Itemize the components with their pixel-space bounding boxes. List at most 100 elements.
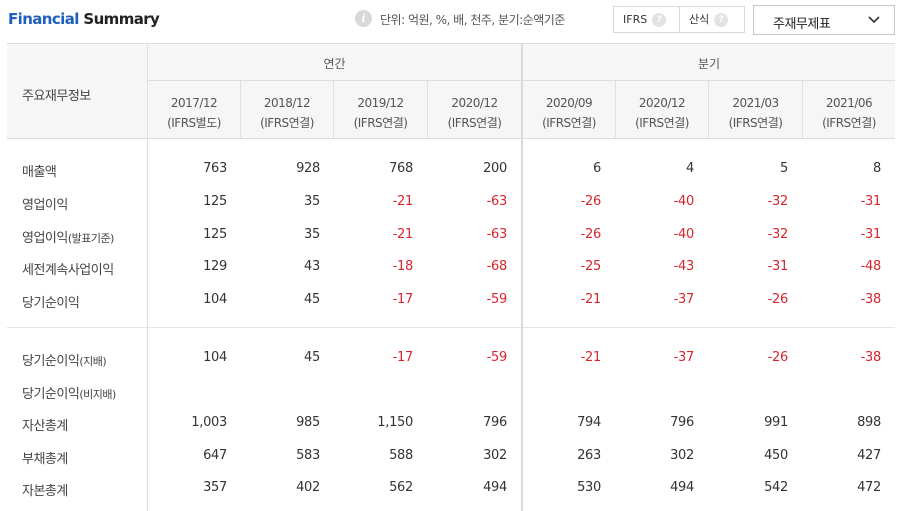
table-cell: 35 — [304, 194, 320, 209]
table-cell: 5 — [780, 161, 788, 176]
table-cell: 763 — [203, 161, 227, 176]
table-cell: 302 — [483, 448, 507, 463]
row-label: 당기순이익(비지배) — [22, 383, 116, 402]
period-basis: (IFRS연결) — [447, 116, 502, 130]
period-date: 2021/03 — [732, 96, 779, 110]
table-cell: -25 — [580, 259, 602, 274]
table-cell: -21 — [580, 350, 602, 365]
table-cell: 768 — [389, 161, 413, 176]
table-cell: 125 — [203, 194, 227, 209]
row-label-main: 매출액 — [22, 165, 57, 180]
period-divider — [802, 80, 803, 138]
table-header-background — [7, 43, 895, 138]
annual-quarter-divider — [521, 43, 523, 511]
row-label: 당기순이익(지배) — [22, 350, 107, 369]
table-cell: 129 — [203, 259, 227, 274]
table-cell: -40 — [673, 194, 695, 209]
row-label: 매출액 — [22, 161, 57, 180]
table-top-border — [7, 43, 895, 44]
section-title: Financial Summary — [8, 10, 160, 28]
table-cell: 796 — [483, 415, 507, 430]
period-header: 2020/12 (IFRS연결) — [616, 93, 708, 133]
annual-group-label: 연간 — [323, 57, 346, 71]
section-divider — [7, 327, 895, 328]
table-cell: -38 — [860, 350, 882, 365]
corner-label: 주요재무정보 — [22, 89, 91, 104]
period-divider — [427, 80, 428, 138]
period-divider — [240, 80, 241, 138]
row-label-main: 부채총계 — [22, 452, 68, 467]
ifrs-button[interactable]: IFRS? — [614, 7, 680, 32]
table-cell: 583 — [296, 448, 320, 463]
table-cell: 1,003 — [191, 415, 227, 430]
help-icon[interactable]: ? — [652, 13, 667, 27]
formula-button[interactable]: 산식? — [680, 7, 744, 32]
table-cell: -26 — [767, 292, 789, 307]
table-cell: 263 — [577, 448, 601, 463]
table-cell: 985 — [296, 415, 320, 430]
title-financial: Financial — [8, 10, 79, 28]
table-cell: 472 — [857, 480, 881, 495]
table-cell: -17 — [392, 350, 414, 365]
statement-type-select[interactable]: 주재무제표 — [753, 5, 895, 35]
table-cell: 45 — [304, 292, 320, 307]
table-cell: 125 — [203, 227, 227, 242]
period-basis: (IFRS연결) — [542, 116, 596, 130]
table-cell: 928 — [296, 161, 320, 176]
table-cell: -40 — [673, 227, 695, 242]
row-label: 자산총계 — [22, 415, 68, 434]
period-header: 2021/03 (IFRS연결) — [709, 93, 802, 133]
row-label-main: 자산총계 — [22, 419, 68, 434]
table-cell: 796 — [670, 415, 694, 430]
label-column-divider — [147, 43, 148, 511]
ifrs-button-label: IFRS — [623, 13, 648, 26]
row-label: 세전계속사업이익 — [22, 259, 114, 278]
table-cell: -21 — [392, 227, 414, 242]
summary-header: Financial Summary i 단위: 억원, %, 배, 천주, 분기… — [0, 0, 900, 40]
table-cell: -32 — [767, 227, 789, 242]
period-divider — [708, 80, 709, 138]
table-cell: 647 — [203, 448, 227, 463]
table-cell: -26 — [580, 227, 602, 242]
period-header: 2020/09 (IFRS연결) — [523, 93, 615, 133]
table-cell: -18 — [392, 259, 414, 274]
table-cell: -59 — [486, 350, 508, 365]
table-cell: 4 — [686, 161, 694, 176]
table-cell: 494 — [670, 480, 694, 495]
table-cell: -63 — [486, 194, 508, 209]
row-label-main: 당기순이익 — [22, 387, 80, 402]
period-header: 2020/12 (IFRS연결) — [428, 93, 521, 133]
table-cell: 991 — [764, 415, 788, 430]
period-date: 2020/09 — [545, 96, 593, 110]
table-cell: -32 — [767, 194, 789, 209]
row-label-main: 자본총계 — [22, 484, 68, 499]
table-cell: 588 — [389, 448, 413, 463]
row-label: 영업이익(발표기준) — [22, 227, 114, 246]
help-icon[interactable]: ? — [714, 13, 729, 27]
row-label: 부채총계 — [22, 448, 68, 467]
table-cell: 1,150 — [377, 415, 413, 430]
period-date: 2020/12 — [638, 96, 686, 110]
period-date: 2020/12 — [451, 96, 498, 110]
period-basis: (IFRS별도) — [167, 116, 221, 130]
period-divider — [615, 80, 616, 138]
period-date: 2021/06 — [825, 96, 873, 110]
table-cell: 562 — [389, 480, 413, 495]
table-cell: 200 — [483, 161, 507, 176]
table-cell: 6 — [593, 161, 601, 176]
table-cell: -59 — [486, 292, 508, 307]
table-cell: 794 — [577, 415, 601, 430]
table-cell: 8 — [873, 161, 881, 176]
period-divider — [333, 80, 334, 138]
table-cell: -48 — [860, 259, 882, 274]
chevron-down-icon — [868, 16, 880, 24]
table-cell: 357 — [203, 480, 227, 495]
table-cell: 104 — [203, 292, 227, 307]
row-label: 영업이익 — [22, 194, 68, 213]
row-label-main: 당기순이익 — [22, 354, 80, 369]
table-cell: -63 — [486, 227, 508, 242]
info-icon[interactable]: i — [355, 10, 372, 27]
table-cell: 494 — [483, 480, 507, 495]
period-header: 2021/06 (IFRS연결) — [803, 93, 895, 133]
row-label-sub: (지배) — [79, 355, 107, 368]
